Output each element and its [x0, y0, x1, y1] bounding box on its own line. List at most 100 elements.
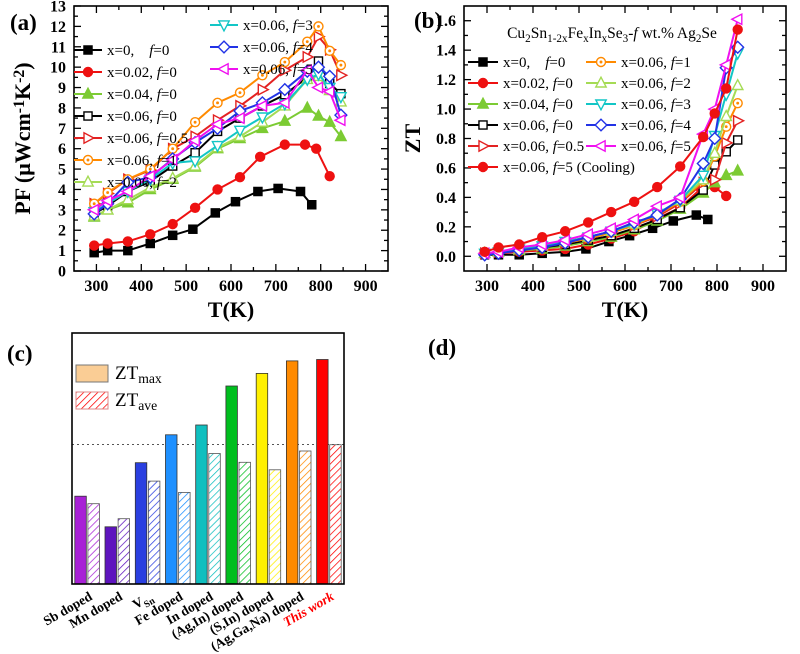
series-x-0-02-f-0-marker: [721, 190, 732, 202]
series-x-0-06-f-1-marker: [238, 91, 242, 95]
bar-ztave-sb-doped: [87, 503, 100, 585]
legend-label-x-0-06-f-2: x=0.06, f=2: [621, 76, 691, 92]
y-tick-label: 5: [58, 162, 66, 179]
series-x-0-f-0-marker: [167, 230, 178, 241]
series-x-0-06-f-0-5-marker: [710, 173, 723, 187]
x-tick-label: 800: [309, 278, 333, 295]
series-x-0-f-0-marker: [188, 224, 198, 234]
bar-ztmax-ag-in-doped: [225, 385, 238, 585]
series-x-0-06-f-0-5-marker: [336, 68, 349, 82]
plot-frame: [71, 332, 345, 585]
series-x-0-06-f-0-marker: [721, 146, 731, 157]
bar-ztave-in-doped: [208, 453, 221, 585]
chart-d-material-comparison: [400, 327, 800, 654]
bar-ztave-mn-doped: [117, 518, 130, 585]
y-axis-label: ZT: [400, 124, 425, 154]
series-x-0-06-f-4-marker: [696, 156, 711, 171]
series-x-0-f-0-marker: [295, 186, 306, 197]
x-tick-label: 600: [219, 278, 243, 295]
panel-a: (a) 300 400 500 600 700 800 900 0 1 2 3 4 5 6 7 8 9 10 11 1…: [0, 0, 400, 327]
x-tick-label: 300: [84, 278, 108, 295]
series-x-0-06-f-4-marker: [322, 69, 337, 84]
legend-label-x-0-02-f-0: x=0.02, f=0: [503, 76, 573, 92]
y-tick-label: 8: [58, 100, 66, 117]
y-tick-label: 0.6: [436, 160, 456, 177]
series-x-0-06-f-3-marker: [256, 112, 269, 125]
legend-label-x-0-06-f-5: x=0.06, f=5: [243, 62, 313, 78]
legend-label-x-0-06-f-0: x=0.06, f=0: [107, 109, 177, 125]
x-axis-label: T(K): [208, 297, 254, 322]
bar-ztave-fe-doped: [178, 491, 191, 585]
y-tick-label: 1: [58, 243, 66, 260]
legend-marker: [478, 57, 488, 67]
series-x-0-02-f-0-marker: [311, 143, 322, 154]
y-tick-label: 11: [51, 39, 66, 56]
bar-ztave-s-in-doped: [268, 469, 282, 585]
bar-ztmax-sb-doped: [74, 495, 87, 585]
series-x-0-02-f-0-marker: [122, 236, 134, 247]
series-x-0-f-0-marker: [210, 208, 221, 218]
series-x-0-04-f-0-marker: [323, 114, 337, 127]
bar-ztave-ag-in-doped: [238, 461, 251, 585]
legend-label-x-0-06-f-2: x=0.06, f=2: [107, 175, 177, 191]
series-x-0-06-f-0-5-marker: [280, 63, 293, 77]
series-x-0-f-0-marker: [145, 238, 156, 249]
series-x-0-06-f-5-marker: [730, 12, 743, 26]
series-x-0-04-f-0-marker: [719, 167, 733, 181]
series-x-0-06-f-5-cooling-marker: [559, 226, 571, 237]
series-x-0-06-f-5-cooling-marker: [721, 83, 732, 94]
legend-label: ZTave: [115, 390, 157, 413]
bar-ztave-ag-ga-na-doped: [299, 450, 312, 585]
y-tick-label: 13: [50, 0, 66, 16]
legend-label-x-0-06-f-0-5: x=0.06, f=0.5: [503, 139, 584, 155]
legend-marker: [81, 174, 95, 187]
series-x-0-02-f-0-marker: [189, 202, 201, 214]
series-x-0-06-f-5-marker: [187, 134, 200, 147]
series-x-0-06-f-5-cooling-marker: [675, 161, 686, 172]
series-x-0-06-f-5-marker: [311, 81, 324, 94]
series-x-0-02-f-0-marker: [254, 151, 266, 163]
series-x-0-06-f-5-cooling-marker: [536, 231, 548, 243]
series-x-0-06-f-5-cooling-marker: [628, 196, 640, 208]
series-x-0-06-f-4-marker: [311, 60, 326, 74]
y-tick-label: 1.2: [436, 72, 456, 89]
y-tick-label: 1.6: [436, 13, 456, 30]
series-x-0-02-f-0-marker: [88, 240, 100, 251]
series-x-0-06-f-0-5-marker: [721, 136, 734, 150]
chart-a-power-factor: 300 400 500 600 700 800 900012345678910111213T…: [10, 0, 389, 322]
y-tick-label: 4: [58, 182, 66, 199]
panel-c: (c) Sb doped Mn doped VSn Fe doped In doped(…: [0, 327, 400, 654]
legend-label-x-0-f-0: x=0, f=0: [503, 55, 565, 71]
series-x-0-06-f-5-cooling-marker: [732, 24, 743, 35]
x-tick-label: 700: [659, 278, 683, 295]
series-x-0-f-0-marker: [230, 196, 241, 207]
legend-marker: [83, 131, 96, 145]
series-x-0-06-f-0-marker: [732, 135, 743, 145]
x-tick-label: 900: [354, 278, 378, 295]
series-x-0-06-f-5-marker: [672, 191, 685, 204]
series-x-0-06-f-5-marker: [322, 85, 335, 98]
legend-label-x-0-06-f-0: x=0.06, f=0: [503, 118, 573, 134]
series-x-0-06-f-3-marker: [233, 125, 247, 138]
y-tick-label: 0.4: [436, 190, 456, 207]
legend-marker: [594, 99, 608, 112]
y-tick-label: 7: [58, 121, 66, 138]
series-x-0-06-f-5-cooling-marker: [582, 217, 594, 228]
legend-marker: [477, 77, 489, 89]
legend-marker: [593, 139, 606, 153]
bar-ztmax-this-work: [316, 359, 329, 585]
series-x-0-06-f-1-marker: [148, 167, 152, 171]
series-x-0-02-f-0-marker: [145, 229, 156, 240]
series-x-0-06-f-1-marker: [339, 63, 343, 67]
series-x-0-04-f-0-marker: [334, 129, 348, 142]
series-x-0-06-f-5-cooling-marker: [652, 181, 663, 193]
series-x-0-06-f-5-marker: [333, 113, 346, 127]
bar-ztmax-ag-ga-na-doped: [285, 360, 299, 585]
x-tick-label: 900: [751, 278, 775, 295]
legend-marker: [476, 96, 490, 109]
y-tick-label: 0.0: [436, 249, 456, 266]
x-tick-label: 500: [567, 278, 591, 295]
y-tick-label: 10: [50, 60, 66, 77]
series-x-0-06-f-5-marker: [86, 203, 99, 217]
